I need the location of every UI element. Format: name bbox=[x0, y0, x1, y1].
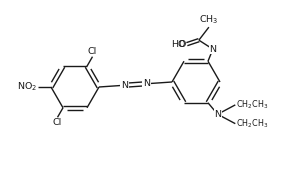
Text: N: N bbox=[214, 110, 221, 119]
Text: CH$_3$: CH$_3$ bbox=[199, 14, 219, 26]
Text: O: O bbox=[179, 40, 186, 49]
Text: CH$_2$CH$_3$: CH$_2$CH$_3$ bbox=[236, 99, 269, 111]
Text: N: N bbox=[121, 81, 128, 90]
Text: N: N bbox=[143, 79, 150, 88]
Text: CH$_2$CH$_3$: CH$_2$CH$_3$ bbox=[236, 117, 269, 130]
Text: HO: HO bbox=[171, 40, 186, 49]
Text: NO$_2$: NO$_2$ bbox=[17, 81, 37, 93]
Text: N: N bbox=[209, 45, 216, 54]
Text: Cl: Cl bbox=[53, 118, 62, 127]
Text: Cl: Cl bbox=[88, 47, 97, 56]
